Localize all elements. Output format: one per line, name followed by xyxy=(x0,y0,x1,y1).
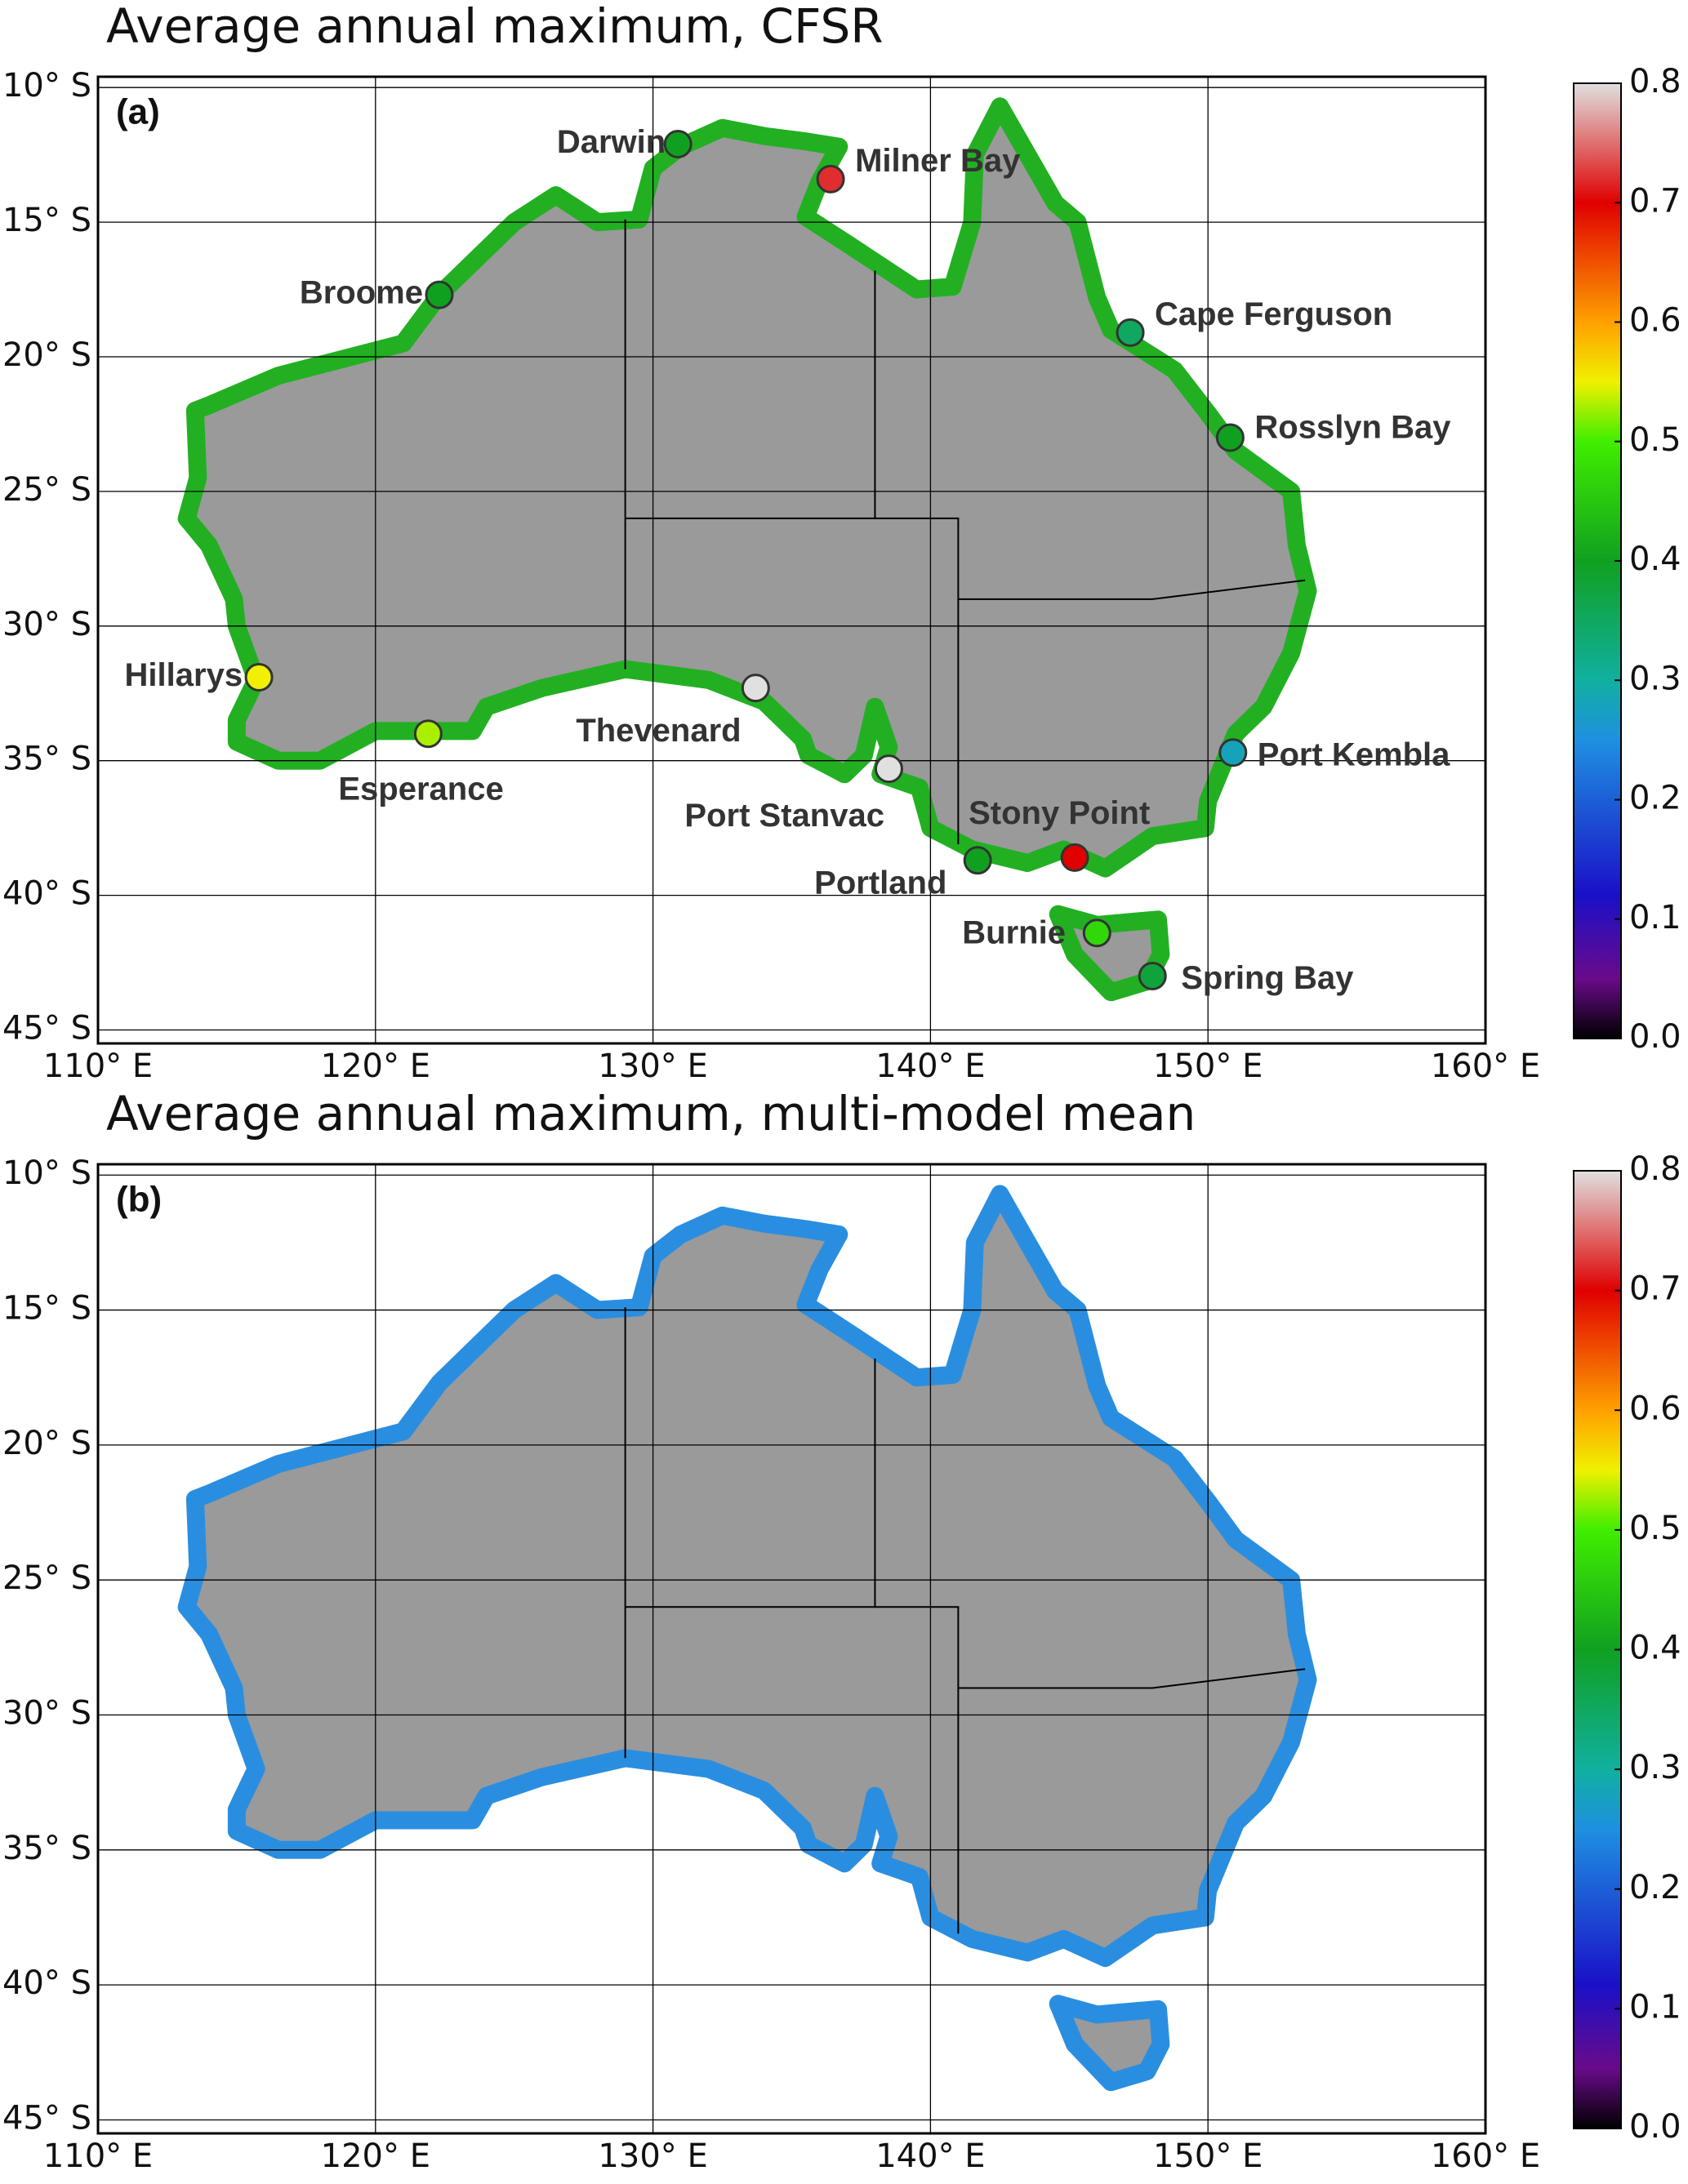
station-marker xyxy=(1215,423,1245,452)
station-label: Port Kembla xyxy=(1258,736,1450,772)
colorbar xyxy=(1573,1170,1622,2129)
map-panel: 110° E 120° E 130° E 140° E 150° E 160° E 10° … xyxy=(2,1086,1681,2175)
colorbar-tick-label: 0.4 xyxy=(1629,540,1681,578)
y-tick-label: 20° S xyxy=(2,336,91,374)
x-tick-label: 120° E xyxy=(321,2137,430,2175)
colorbar-tick-label: 0.6 xyxy=(1629,1390,1681,1427)
colorbar-tick-label: 0.5 xyxy=(1629,421,1681,459)
colorbar-tick-label: 0.4 xyxy=(1629,1630,1681,1667)
y-tick-label: 10° S xyxy=(2,67,91,105)
station-marker xyxy=(1116,318,1145,347)
land xyxy=(177,1185,1317,2092)
colorbar-tick-label: 0.0 xyxy=(1629,1018,1681,1056)
x-tick-label: 140° E xyxy=(875,1048,985,1085)
y-tick-label: 30° S xyxy=(2,1695,91,1733)
y-tick-label: 25° S xyxy=(2,471,91,509)
y-tick-label: 35° S xyxy=(2,741,91,778)
y-tick-label: 45° S xyxy=(2,1010,91,1048)
station-marker xyxy=(1138,962,1167,991)
y-tick-label: 35° S xyxy=(2,1830,91,1867)
colorbar xyxy=(1573,82,1622,1039)
y-tick-label: 10° S xyxy=(2,1154,91,1192)
station-marker xyxy=(244,662,274,692)
station-label: Spring Bay xyxy=(1181,960,1354,996)
colorbar-tick-label: 0.5 xyxy=(1629,1510,1681,1547)
station-marker xyxy=(874,754,903,784)
station-label: Burnie xyxy=(962,914,1066,950)
station-label: Broome xyxy=(300,275,423,311)
station-marker xyxy=(1082,919,1111,948)
y-tick-label: 25° S xyxy=(2,1559,91,1597)
station-marker xyxy=(1218,738,1248,767)
y-tick-label: 30° S xyxy=(2,606,91,643)
station-marker xyxy=(816,164,845,193)
station-label: Rosslyn Bay xyxy=(1254,410,1451,446)
colorbar-tick-label: 0.0 xyxy=(1629,2108,1681,2146)
station-label: Cape Ferguson xyxy=(1155,296,1392,332)
station-label: Darwin xyxy=(557,124,666,160)
y-tick-label: 45° S xyxy=(2,2099,91,2137)
map-panel: 110° E 120° E 130° E 140° E 150° E 160° E 10° … xyxy=(2,0,1681,1085)
colorbar-tick-label: 0.8 xyxy=(1629,63,1681,100)
x-tick-label: 130° E xyxy=(598,1048,707,1085)
panel-label: (b) xyxy=(116,1180,162,1220)
y-tick-label: 20° S xyxy=(2,1425,91,1462)
station-label: Thevenard xyxy=(576,713,741,749)
colorbar-tick-label: 0.1 xyxy=(1629,899,1681,936)
x-tick-label: 140° E xyxy=(875,2137,985,2175)
station-marker xyxy=(663,129,693,158)
colorbar-tick-label: 0.3 xyxy=(1629,1749,1681,1786)
colorbar-tick-label: 0.3 xyxy=(1629,660,1681,697)
station-label: Stony Point xyxy=(969,795,1150,831)
x-tick-label: 130° E xyxy=(598,2137,707,2175)
x-tick-label: 110° E xyxy=(43,1048,153,1085)
colorbar-tick-label: 0.2 xyxy=(1629,1869,1681,1906)
colorbar-tick-label: 0.6 xyxy=(1629,302,1681,340)
station-label: Milner Bay xyxy=(855,143,1021,179)
panel-label: (a) xyxy=(116,92,160,132)
colorbar-tick-label: 0.7 xyxy=(1629,182,1681,220)
station-label: Esperance xyxy=(338,771,503,807)
x-tick-label: 150° E xyxy=(1153,1048,1263,1085)
panel-title: Average annual maximum, multi-model mean xyxy=(106,1086,1196,1141)
y-tick-label: 40° S xyxy=(2,1964,91,2002)
y-tick-label: 15° S xyxy=(2,1290,91,1328)
colorbar-tick-label: 0.2 xyxy=(1629,780,1681,817)
x-tick-label: 160° E xyxy=(1431,2137,1540,2175)
station-label: Hillarys xyxy=(125,657,243,693)
station-marker xyxy=(963,846,992,875)
station-marker xyxy=(741,674,770,703)
station-label: Port Stanvac xyxy=(684,798,884,834)
station-marker xyxy=(413,719,443,749)
x-tick-label: 120° E xyxy=(321,1048,430,1085)
colorbar-tick-label: 0.1 xyxy=(1629,1988,1681,2026)
station-label: Portland xyxy=(814,865,946,901)
station-marker xyxy=(1060,843,1089,872)
y-tick-label: 40° S xyxy=(2,875,91,913)
x-tick-label: 150° E xyxy=(1153,2137,1263,2175)
x-tick-label: 160° E xyxy=(1431,1048,1540,1085)
colorbar-tick-label: 0.8 xyxy=(1629,1150,1681,1188)
station-marker xyxy=(425,280,454,309)
x-tick-label: 110° E xyxy=(43,2137,153,2175)
y-tick-label: 15° S xyxy=(2,202,91,239)
colorbar-tick-label: 0.7 xyxy=(1629,1270,1681,1308)
panel-title: Average annual maximum, CFSR xyxy=(106,0,884,54)
